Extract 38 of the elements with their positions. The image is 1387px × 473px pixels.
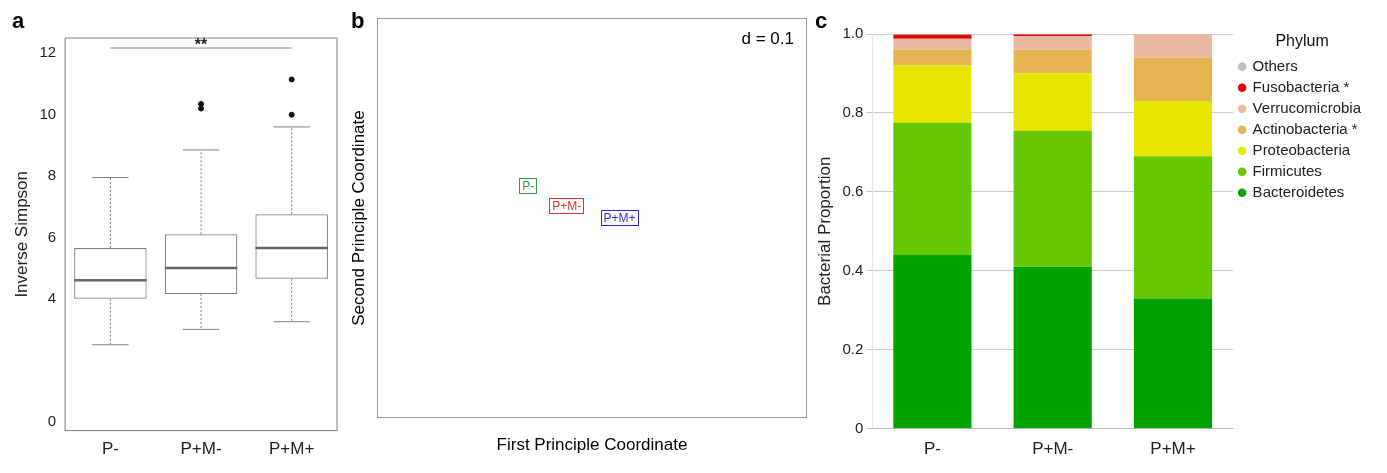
legend-label: Others bbox=[1252, 56, 1298, 74]
x-tick-label: P+M- bbox=[180, 439, 222, 459]
x-tick-label: P- bbox=[101, 439, 119, 459]
text: First Principle Coordinate bbox=[495, 435, 689, 455]
x-tick-label: P+M+ bbox=[269, 439, 315, 459]
y-tick-label: 4 bbox=[47, 288, 57, 306]
text: d = 0.1 bbox=[741, 29, 794, 49]
y-tick-label: 0.6 bbox=[842, 181, 864, 199]
text: P+M- bbox=[549, 198, 585, 215]
x-tick-label: P- bbox=[923, 439, 941, 459]
text: P- bbox=[519, 178, 538, 195]
y-tick-label: 0.2 bbox=[842, 339, 864, 357]
legend-label: Fusobacteria * bbox=[1252, 77, 1350, 95]
text: b bbox=[351, 8, 365, 34]
y-tick-label: 10 bbox=[39, 104, 57, 122]
y-tick-label: 0 bbox=[47, 411, 57, 429]
legend-label: Bacteroidetes bbox=[1252, 182, 1345, 200]
legend-label: Actinobacteria * bbox=[1252, 119, 1358, 137]
x-tick-label: P+M- bbox=[1032, 439, 1074, 459]
legend-title: Phylum bbox=[1275, 32, 1329, 50]
y-tick-label: 0.4 bbox=[842, 260, 864, 278]
y-tick-label: 12 bbox=[39, 43, 57, 61]
legend-label: Verrucomicrobia bbox=[1252, 98, 1362, 116]
y-axis-title: Bacterial Proportion bbox=[814, 156, 834, 306]
y-axis-title: Inverse Simpson bbox=[11, 170, 31, 298]
x-tick-label: P+M+ bbox=[1150, 439, 1196, 459]
chart-title: c bbox=[815, 8, 828, 34]
y-tick-label: 6 bbox=[47, 227, 57, 245]
y-tick-label: 0 bbox=[854, 418, 864, 436]
chart-title: a bbox=[12, 8, 25, 34]
annotation: ** bbox=[194, 36, 209, 54]
text: Second Principle Coordinate bbox=[349, 110, 369, 326]
legend-label: Proteobacteria bbox=[1252, 140, 1351, 158]
y-tick-label: 0.8 bbox=[842, 103, 864, 121]
text: P+M+ bbox=[600, 210, 639, 227]
y-tick-label: 1.0 bbox=[842, 24, 864, 42]
y-tick-label: 8 bbox=[47, 166, 57, 184]
legend-label: Firmicutes bbox=[1252, 161, 1322, 179]
